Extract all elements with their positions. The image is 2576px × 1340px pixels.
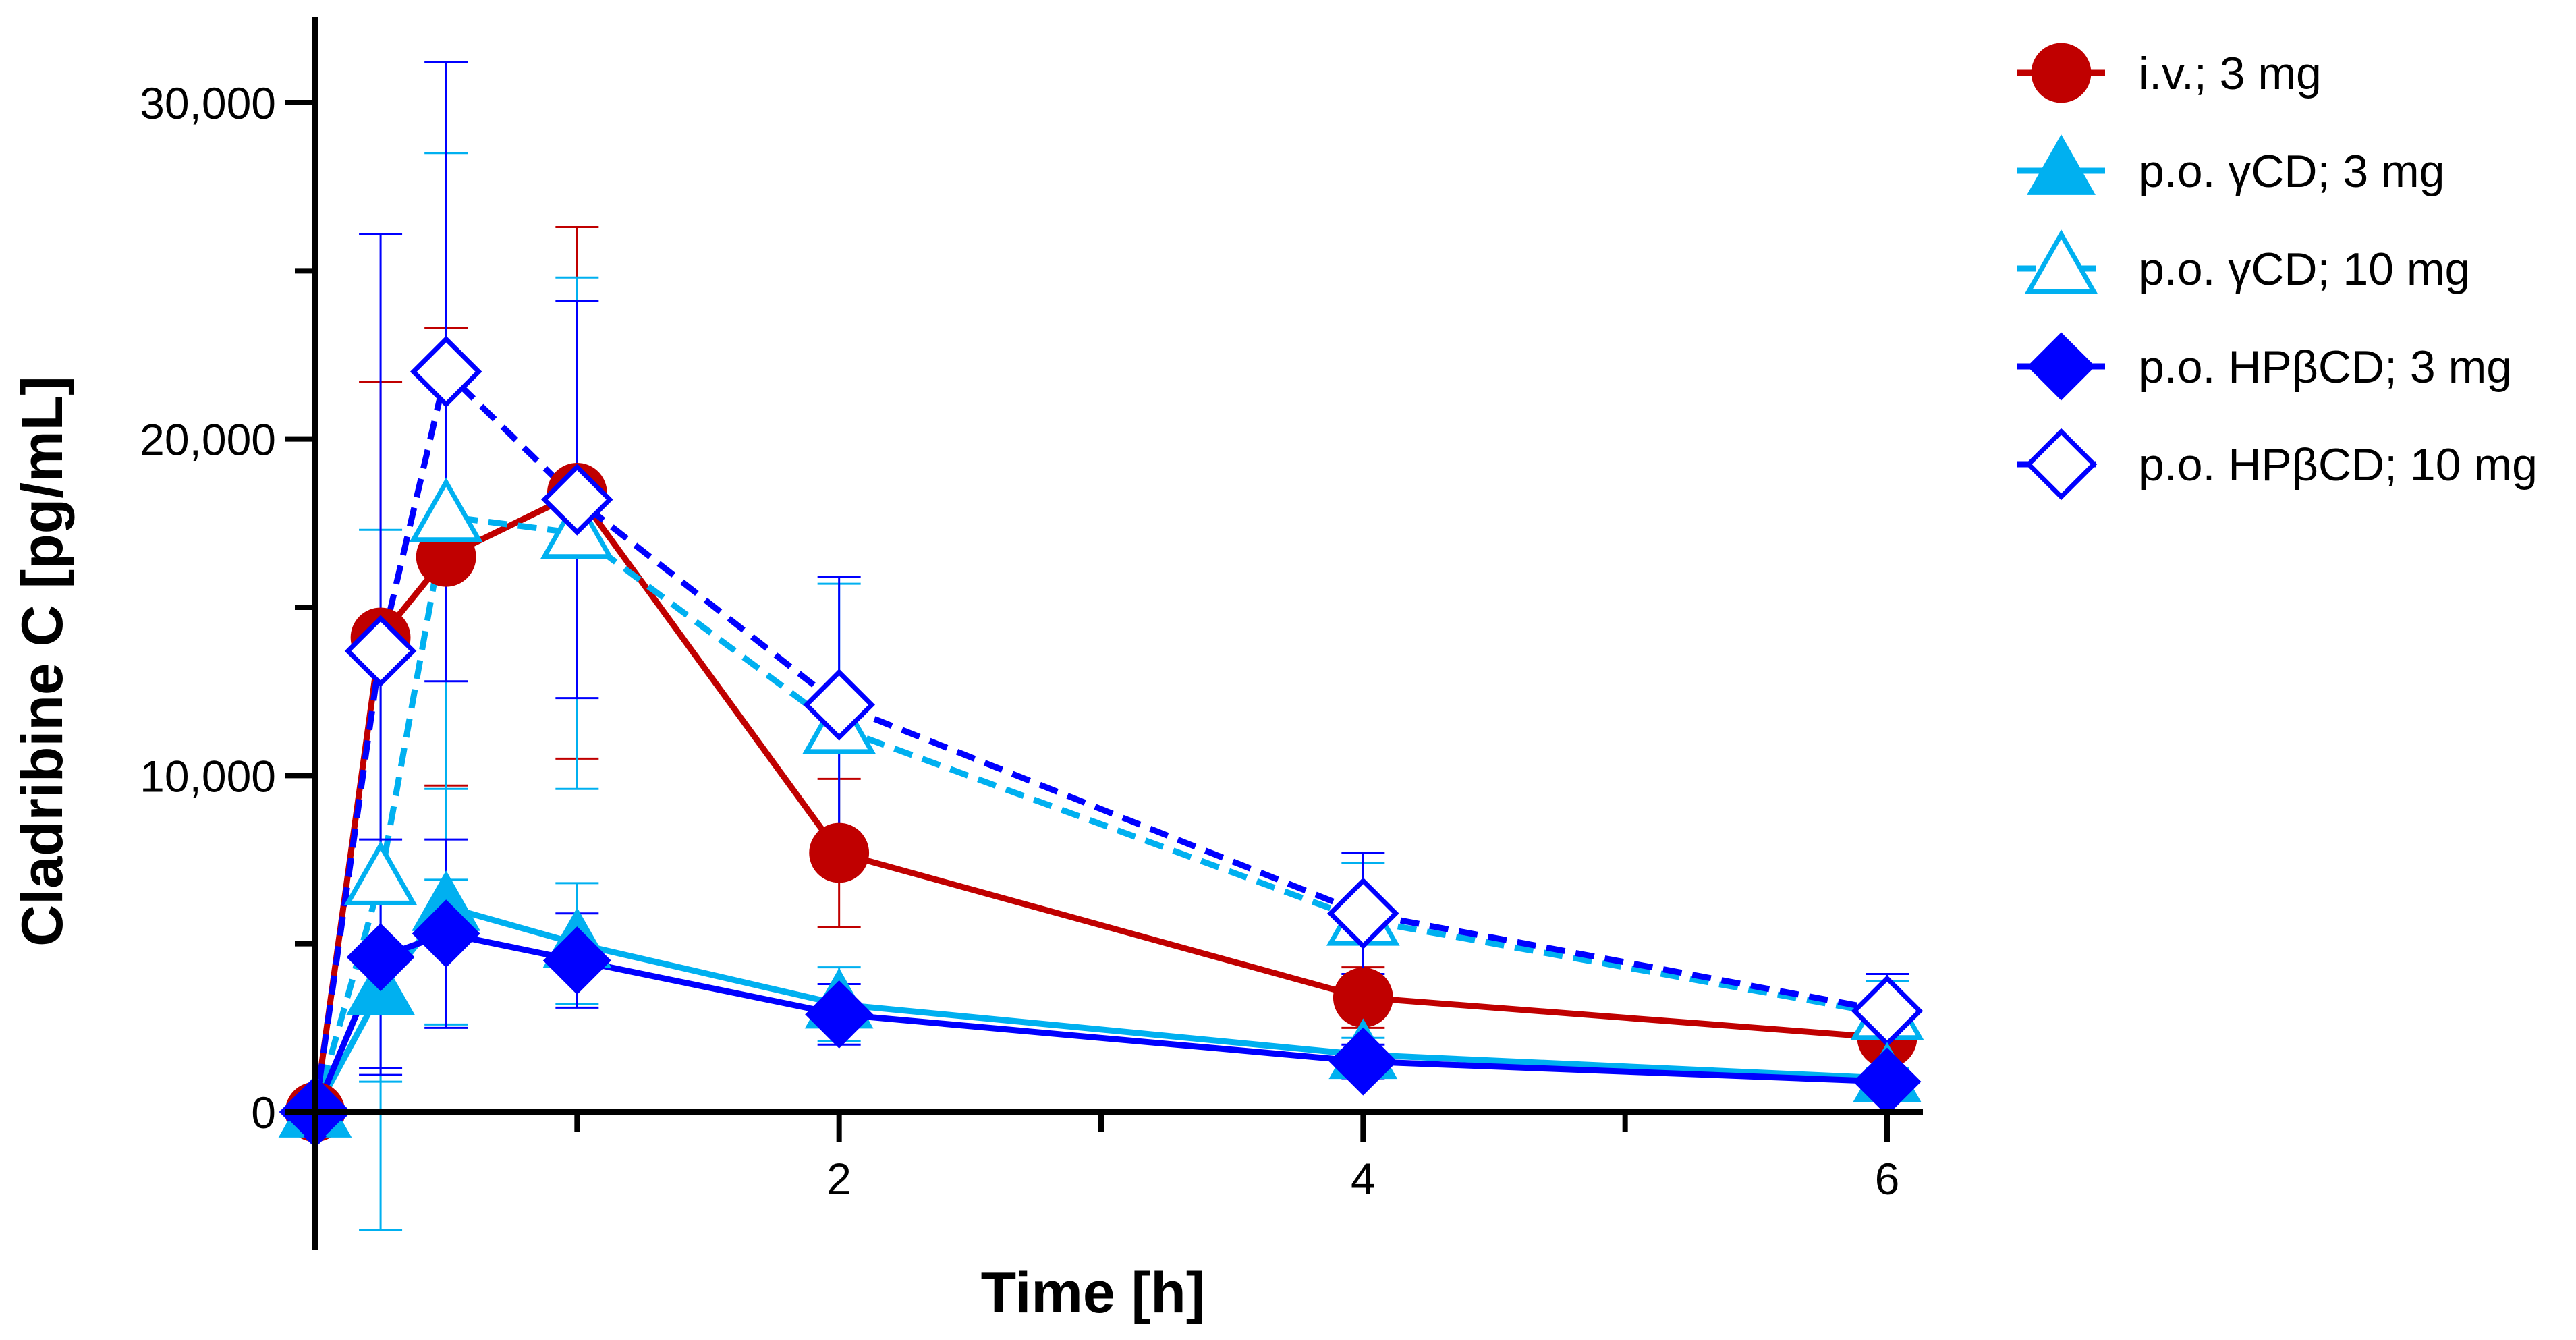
data-point: [805, 980, 874, 1049]
x-tick-label: 6: [1875, 1154, 1900, 1204]
data-point: [346, 923, 415, 992]
data-point: [409, 477, 483, 542]
legend-label: p.o. HPβCD; 10 mg: [2139, 439, 2538, 491]
data-point: [542, 926, 611, 995]
legend-marker: [2024, 229, 2098, 294]
legend-item-p-o-hp-cd-3-mg: p.o. HPβCD; 3 mg: [2017, 332, 2512, 401]
legend-label: p.o. HPβCD; 3 mg: [2139, 341, 2512, 393]
legend-label: p.o. γCD; 10 mg: [2139, 244, 2470, 295]
x-tick-label: 4: [1351, 1154, 1376, 1204]
legend-item-p-o-cd-3-mg: p.o. γCD; 3 mg: [2017, 134, 2445, 197]
data-point: [1327, 877, 1399, 950]
y-tick-label: 20,000: [140, 415, 276, 465]
data-point: [1333, 968, 1393, 1028]
series-line: [312, 489, 1888, 1113]
data-point: [541, 464, 613, 536]
series-i-v-3-mg: [312, 226, 1909, 1113]
data-point: [803, 669, 875, 741]
data-point: [343, 841, 418, 905]
legend-label: i.v.; 3 mg: [2139, 48, 2322, 99]
legend-item-p-o-hp-cd-10-mg: p.o. HPβCD; 10 mg: [2017, 428, 2538, 501]
plot-area: [278, 61, 1924, 1231]
series-line: [312, 903, 1888, 1114]
y-tick-label: 30,000: [140, 78, 276, 128]
legend-marker: [2027, 332, 2096, 401]
legend-marker: [2031, 43, 2092, 103]
y-tick-label: 0: [251, 1088, 276, 1138]
data-point: [1328, 1027, 1397, 1096]
x-tick-label: 2: [827, 1154, 851, 1204]
legend-item-p-o-cd-10-mg: p.o. γCD; 10 mg: [2017, 229, 2470, 295]
data-point: [809, 822, 870, 883]
data-point: [410, 335, 482, 408]
legend-marker: [2025, 428, 2098, 501]
markers-p-o-cd-3-mg: [281, 870, 1922, 1136]
markers-p-o-hp-cd-3-mg: [281, 899, 1922, 1146]
y-tick-label: 10,000: [140, 751, 276, 801]
data-point: [344, 615, 417, 688]
data-point: [412, 899, 480, 968]
legend-marker: [2027, 134, 2096, 195]
y-axis-title: Cladribine C [pg/mL]: [10, 376, 75, 947]
legend-item-i-v-3-mg: i.v.; 3 mg: [2017, 43, 2322, 103]
data-point: [1853, 1047, 1922, 1116]
legend-label: p.o. γCD; 3 mg: [2139, 146, 2445, 197]
axes: 0 10,000 20,000 30,000 2 4 6: [140, 17, 1923, 1250]
legend: i.v.; 3 mg p.o. γCD; 3 mg p.o. γCD; 10 mg p…: [2017, 43, 2538, 501]
x-axis-title: Time [h]: [981, 1260, 1206, 1325]
